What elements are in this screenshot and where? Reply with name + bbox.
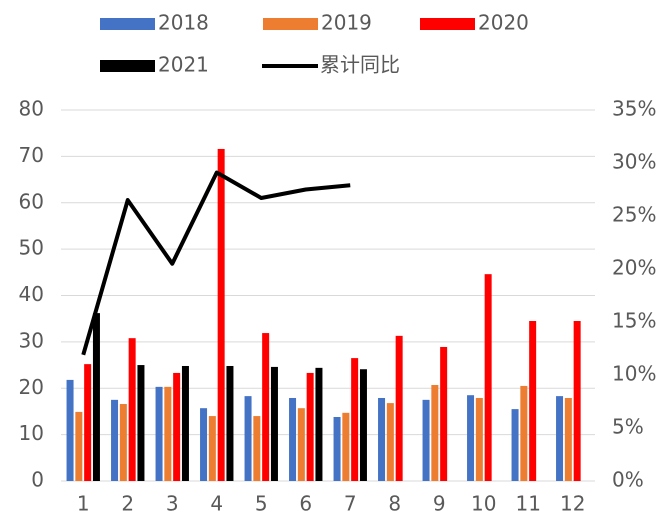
bar (359, 369, 367, 481)
bar (306, 372, 314, 481)
legend-label: 2020 (478, 11, 529, 35)
y2-tick-label: 5% (612, 415, 644, 439)
bar (155, 386, 163, 481)
bar (128, 338, 136, 481)
bar (119, 404, 127, 481)
bar (386, 403, 394, 481)
x-tick-label: 7 (344, 492, 357, 516)
bar (422, 399, 430, 481)
y2-tick-label: 20% (612, 256, 656, 280)
x-tick-label: 9 (433, 492, 446, 516)
bar (200, 408, 208, 481)
y2-tick-label: 10% (612, 362, 656, 386)
bar (208, 416, 216, 481)
bar (289, 397, 297, 481)
bar (484, 274, 492, 481)
bar (84, 364, 92, 481)
bar (529, 321, 537, 481)
x-tick-label: 5 (255, 492, 268, 516)
x-tick-label: 2 (121, 492, 134, 516)
y-tick-label: 40 (19, 282, 44, 306)
bar (164, 386, 172, 481)
x-tick-label: 10 (471, 492, 496, 516)
x-tick-label: 8 (388, 492, 401, 516)
bar (315, 367, 323, 481)
bar (270, 366, 278, 481)
bar (111, 399, 119, 481)
legend-swatch (263, 18, 318, 30)
bar (173, 372, 181, 481)
y2-tick-label: 25% (612, 203, 656, 227)
y-tick-label: 80 (19, 97, 44, 121)
line (81, 170, 351, 356)
bar (226, 365, 234, 481)
bar (297, 408, 305, 481)
bar (253, 416, 261, 481)
bar (262, 333, 270, 481)
y2-tick-label: 30% (612, 150, 656, 174)
bar (66, 379, 74, 481)
bar (395, 335, 403, 481)
x-tick-label: 4 (210, 492, 223, 516)
bar (75, 411, 83, 481)
bar (378, 397, 386, 481)
bar (520, 385, 528, 481)
bar (181, 365, 189, 481)
bar (564, 397, 572, 481)
bar (440, 346, 448, 481)
y-tick-label: 60 (19, 189, 44, 213)
x-tick-label: 1 (77, 492, 90, 516)
legend-label: 2021 (158, 53, 209, 77)
bar (137, 365, 145, 481)
y-tick-label: 0 (31, 468, 44, 492)
x-tick-label: 11 (516, 492, 541, 516)
bar (556, 396, 564, 481)
y-tick-label: 70 (19, 143, 44, 167)
x-tick-label: 6 (299, 492, 312, 516)
bar (333, 417, 341, 481)
y-tick-label: 10 (19, 421, 44, 445)
legend-swatch (100, 18, 155, 30)
x-tick-label: 12 (560, 492, 585, 516)
bar (431, 385, 439, 481)
y-tick-label: 20 (19, 375, 44, 399)
y2-tick-label: 0% (612, 468, 644, 492)
bar (92, 313, 100, 481)
bar (475, 397, 483, 481)
legend-label: 2018 (158, 11, 209, 35)
legend-label: 2019 (321, 11, 372, 35)
legend-swatch (100, 60, 155, 72)
y-tick-label: 30 (19, 328, 44, 352)
y2-tick-label: 15% (612, 309, 656, 333)
y2-tick-label: 35% (612, 97, 656, 121)
bar (467, 395, 475, 481)
bar (342, 412, 350, 481)
x-tick-label: 3 (166, 492, 179, 516)
bar (217, 148, 225, 481)
bar (244, 396, 252, 481)
bar (511, 409, 519, 481)
bar (573, 321, 581, 481)
bar (351, 358, 359, 481)
y-tick-label: 50 (19, 236, 44, 260)
legend-swatch (420, 18, 475, 30)
legend-label: 累计同比 (320, 53, 400, 77)
